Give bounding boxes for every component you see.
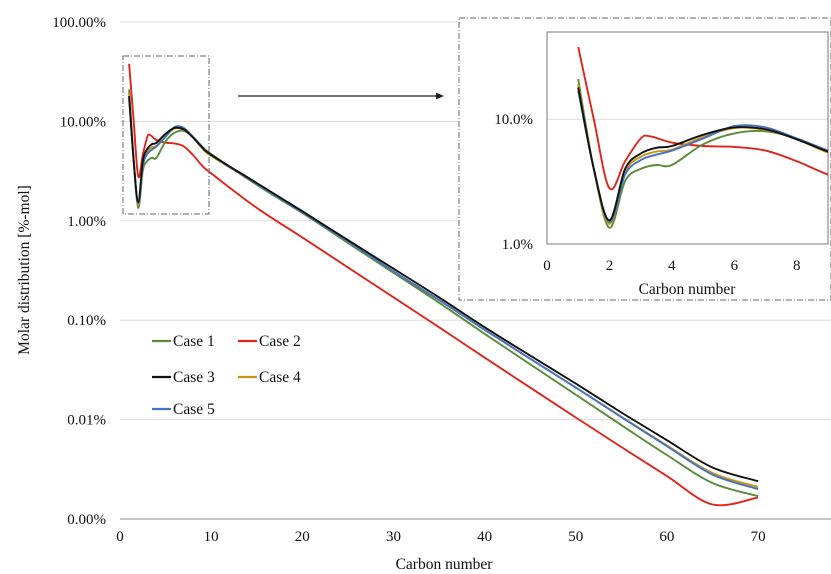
zoom-arrow bbox=[238, 92, 444, 100]
main-y-tick-label: 0.01% bbox=[67, 413, 106, 429]
inset-y-tick-label: 1.0% bbox=[502, 237, 533, 253]
main-series-line-case-3 bbox=[128, 95, 759, 483]
main-x-tick-label: 60 bbox=[659, 529, 674, 545]
main-x-tick-label: 20 bbox=[295, 529, 310, 545]
zoom-region-box bbox=[122, 55, 210, 215]
legend-item-case-1: Case 1 bbox=[152, 333, 215, 350]
inset-series-lines bbox=[577, 46, 828, 229]
legend-item-case-3: Case 3 bbox=[152, 369, 215, 386]
inset-x-tick-labels: 0 2 4 6 8 bbox=[543, 258, 800, 274]
main-y-tick-label: 1.00% bbox=[67, 214, 106, 230]
main-series-line-case-2 bbox=[128, 63, 759, 507]
legend-item-case-5: Case 5 bbox=[152, 401, 215, 418]
legend-item-case-2: Case 2 bbox=[238, 333, 301, 350]
main-x-axis-title: Carbon number bbox=[396, 556, 494, 573]
main-x-tick-label: 10 bbox=[204, 529, 219, 545]
main-x-tick-label: 40 bbox=[477, 529, 492, 545]
legend-label: Case 3 bbox=[173, 369, 215, 386]
inset-plot-border bbox=[546, 31, 829, 245]
legend: Case 1 Case 2 Case 3 Case 4 Case 5 bbox=[152, 333, 301, 418]
legend-item-case-4: Case 4 bbox=[238, 369, 301, 386]
inset-x-tick-label: 8 bbox=[793, 258, 801, 274]
main-y-tick-label: 0.00% bbox=[67, 512, 106, 528]
main-series-lines bbox=[128, 63, 759, 507]
main-x-tick-label: 30 bbox=[386, 529, 401, 545]
inset-y-tick-labels: 1.0% 10.0% bbox=[494, 112, 533, 253]
inset-x-tick-label: 0 bbox=[543, 258, 551, 274]
main-y-tick-label: 100.00% bbox=[52, 15, 106, 31]
main-x-tick-label: 50 bbox=[568, 529, 583, 545]
main-y-tick-label: 0.10% bbox=[67, 313, 106, 329]
legend-label: Case 5 bbox=[173, 401, 215, 418]
legend-label: Case 4 bbox=[259, 369, 301, 386]
main-x-tick-label: 70 bbox=[751, 529, 766, 545]
inset-x-tick-label: 6 bbox=[731, 258, 739, 274]
inset-series-line-case-3 bbox=[577, 87, 828, 222]
main-y-axis-title: Molar distribution [%-mol] bbox=[16, 185, 33, 355]
inset-series-line-case-2 bbox=[577, 46, 828, 191]
main-y-tick-labels: 0.00% 0.01% 0.10% 1.00% 10.00% 100.00% bbox=[52, 15, 106, 528]
inset-x-axis-title: Carbon number bbox=[639, 281, 737, 298]
inset-x-tick-label: 2 bbox=[606, 258, 614, 274]
legend-label: Case 2 bbox=[259, 333, 301, 350]
main-x-tick-label: 0 bbox=[116, 529, 124, 545]
main-y-tick-label: 10.00% bbox=[60, 114, 106, 130]
inset-x-tick-label: 4 bbox=[668, 258, 676, 274]
legend-label: Case 1 bbox=[173, 333, 215, 350]
inset-y-tick-label: 10.0% bbox=[494, 112, 533, 128]
main-x-tick-labels: 0 10 20 30 40 50 60 70 bbox=[116, 529, 765, 545]
